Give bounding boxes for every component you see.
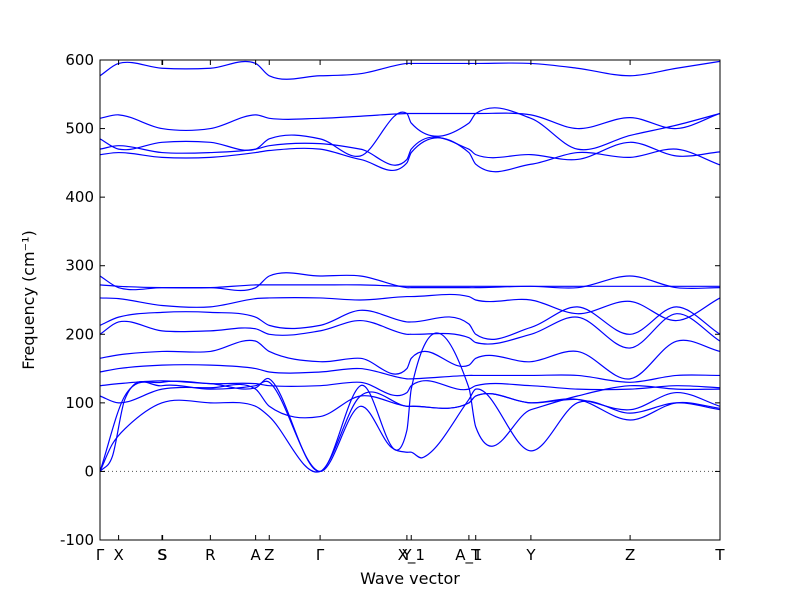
x-axis-title: Wave vector bbox=[360, 569, 460, 588]
band-line-17 bbox=[99, 332, 721, 473]
x-tick-label: Z bbox=[264, 546, 274, 564]
band-line-15 bbox=[99, 391, 721, 473]
band-line-12 bbox=[99, 364, 721, 383]
x-tick-label: A bbox=[250, 546, 261, 564]
band-line-7 bbox=[99, 284, 720, 289]
x-tick-label: Γ bbox=[316, 546, 325, 564]
y-tick-label: 100 bbox=[65, 394, 94, 412]
plot-frame bbox=[99, 59, 721, 541]
y-tick-label: 200 bbox=[65, 325, 94, 343]
plot-background bbox=[100, 60, 720, 540]
x-tick-label: Y bbox=[525, 546, 536, 564]
x-tick-label: X bbox=[113, 546, 123, 564]
band-line-9 bbox=[99, 306, 721, 340]
y-tick-label: 600 bbox=[65, 51, 94, 69]
band-line-5 bbox=[99, 137, 721, 173]
band-line-11 bbox=[99, 339, 721, 380]
y-tick-label: 300 bbox=[65, 257, 94, 275]
y-tick-label: 500 bbox=[65, 120, 94, 138]
x-tick-label: T bbox=[714, 546, 725, 564]
band-line-8 bbox=[99, 293, 721, 322]
y-tick-label: 400 bbox=[65, 188, 94, 206]
y-tick-label: -100 bbox=[60, 531, 94, 549]
x-tick-label: Z bbox=[625, 546, 635, 564]
x-tick-label: T bbox=[470, 546, 481, 564]
y-tick-label: 0 bbox=[84, 462, 94, 480]
x-tick-label: R bbox=[205, 546, 215, 564]
x-tick-label: S bbox=[158, 546, 168, 564]
x-tick-label: Y bbox=[401, 546, 412, 564]
band-line-4 bbox=[99, 136, 721, 166]
x-tick-label: Γ bbox=[96, 546, 105, 564]
band-line-3 bbox=[99, 107, 721, 157]
x-tick-label: S bbox=[157, 546, 167, 564]
y-axis-title: Frequency (cm⁻¹) bbox=[19, 230, 38, 369]
band-line-10 bbox=[99, 313, 721, 349]
x-tick-label: A_1 bbox=[455, 546, 482, 565]
band-line-16 bbox=[99, 380, 721, 473]
x-tick-label: X_1 bbox=[398, 546, 425, 565]
